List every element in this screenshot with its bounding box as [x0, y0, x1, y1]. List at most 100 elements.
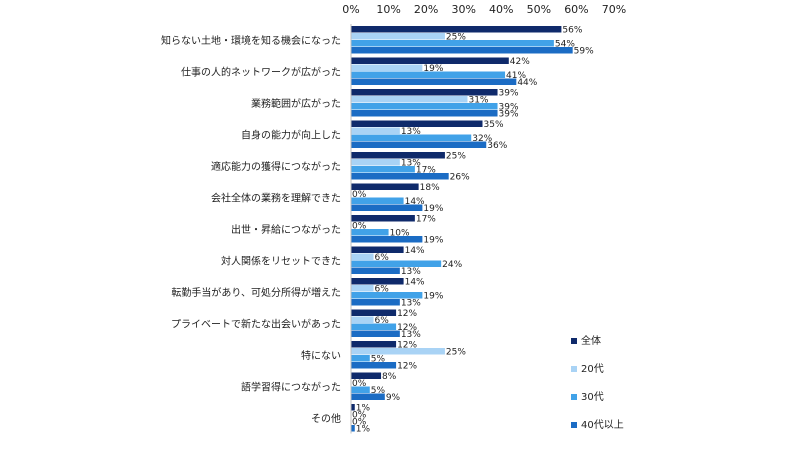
bar [351, 159, 400, 166]
bar [351, 316, 374, 323]
bar [351, 26, 562, 33]
bar [351, 197, 404, 204]
bar [351, 341, 397, 348]
bar [351, 166, 415, 173]
data-label: 17% [416, 166, 436, 176]
data-label: 25% [446, 348, 466, 358]
bar [351, 127, 400, 134]
category-label: 仕事の人的ネットワークが広がった [181, 65, 341, 78]
data-labels: 56%25%54%59%42%19%41%44%39%31%39%39%35%1… [352, 26, 594, 435]
data-label: 14% [405, 278, 425, 288]
bar [351, 134, 472, 141]
bar [351, 57, 509, 64]
data-label: 13% [401, 159, 421, 169]
bar [351, 204, 423, 211]
x-tick-label: 30% [451, 3, 475, 16]
data-label: 56% [562, 26, 582, 36]
data-label: 1% [356, 425, 371, 435]
data-label: 10% [390, 229, 410, 239]
legend: 全体 20代 30代 40代以上 [571, 334, 624, 431]
data-label: 12% [397, 362, 417, 372]
data-label: 5% [371, 355, 386, 365]
data-label: 8% [382, 372, 397, 382]
bar [351, 236, 423, 243]
data-label: 19% [423, 236, 443, 246]
legend-swatch [571, 422, 577, 428]
data-label: 17% [416, 215, 436, 225]
category-label: プライベートで新たな出会いがあった [171, 317, 341, 330]
x-tick-label: 0% [342, 3, 359, 16]
bar [351, 309, 397, 316]
category-label: 適応能力の獲得につながった [211, 160, 341, 173]
bar [351, 267, 400, 274]
data-label: 14% [405, 246, 425, 256]
legend-label: 40代以上 [581, 419, 624, 431]
bars [351, 26, 573, 432]
bar [351, 152, 445, 159]
data-label: 19% [423, 64, 443, 74]
category-label: 転勤手当があり、可処分所得が増えた [171, 286, 341, 299]
data-label: 13% [401, 330, 421, 340]
category-label: 語学習得につながった [241, 380, 341, 393]
legend-swatch [571, 366, 577, 372]
bar [351, 120, 483, 127]
category-label: 業務範囲が広がった [251, 97, 341, 110]
bar [351, 386, 370, 393]
bar [351, 96, 468, 103]
bar [351, 425, 355, 432]
bar [351, 47, 573, 54]
bar [351, 33, 445, 40]
bar [351, 78, 517, 85]
data-label: 0% [352, 222, 367, 232]
bar [351, 299, 400, 306]
bar [351, 372, 382, 379]
legend-label: 20代 [581, 363, 604, 375]
data-label: 6% [375, 316, 390, 326]
bar [351, 323, 397, 330]
data-label: 13% [401, 299, 421, 309]
data-label: 24% [442, 260, 462, 270]
data-label: 13% [401, 127, 421, 137]
data-label: 12% [397, 341, 417, 351]
legend-label: 30代 [581, 391, 604, 403]
category-label: 特にない [301, 350, 341, 362]
data-label: 39% [499, 110, 519, 120]
category-label: 対人関係をリセットできた [221, 254, 341, 267]
bar [351, 173, 449, 180]
bar [351, 285, 374, 292]
data-label: 6% [375, 285, 390, 295]
bar [351, 229, 389, 236]
bar [351, 110, 498, 117]
data-label: 0% [352, 418, 367, 428]
data-label: 54% [555, 40, 575, 50]
data-label: 0% [352, 379, 367, 389]
data-label: 31% [468, 96, 488, 106]
data-label: 19% [423, 292, 443, 302]
category-labels: 知らない土地・環境を知る機会になった仕事の人的ネットワークが広がった業務範囲が広… [161, 34, 341, 425]
data-label: 39% [499, 103, 519, 113]
bar [351, 246, 404, 253]
category-label: 知らない土地・環境を知る機会になった [161, 34, 341, 47]
category-label: 自身の能力が向上した [241, 128, 341, 141]
bar [351, 260, 442, 267]
bar [351, 330, 400, 337]
data-label: 42% [510, 57, 530, 67]
data-label: 36% [487, 141, 507, 151]
x-tick-label: 70% [602, 3, 626, 16]
bar [351, 103, 498, 110]
data-label: 44% [517, 78, 537, 88]
bar [351, 404, 355, 411]
data-label: 25% [446, 152, 466, 162]
category-label: 出世・昇給につながった [231, 223, 341, 236]
bar [351, 141, 487, 148]
data-label: 1% [356, 404, 371, 414]
data-label: 59% [574, 47, 594, 57]
data-label: 35% [484, 120, 504, 130]
data-label: 13% [401, 267, 421, 277]
bar [351, 89, 498, 96]
data-label: 6% [375, 253, 390, 263]
data-label: 18% [420, 183, 440, 193]
bar [351, 292, 423, 299]
bar [351, 64, 423, 71]
